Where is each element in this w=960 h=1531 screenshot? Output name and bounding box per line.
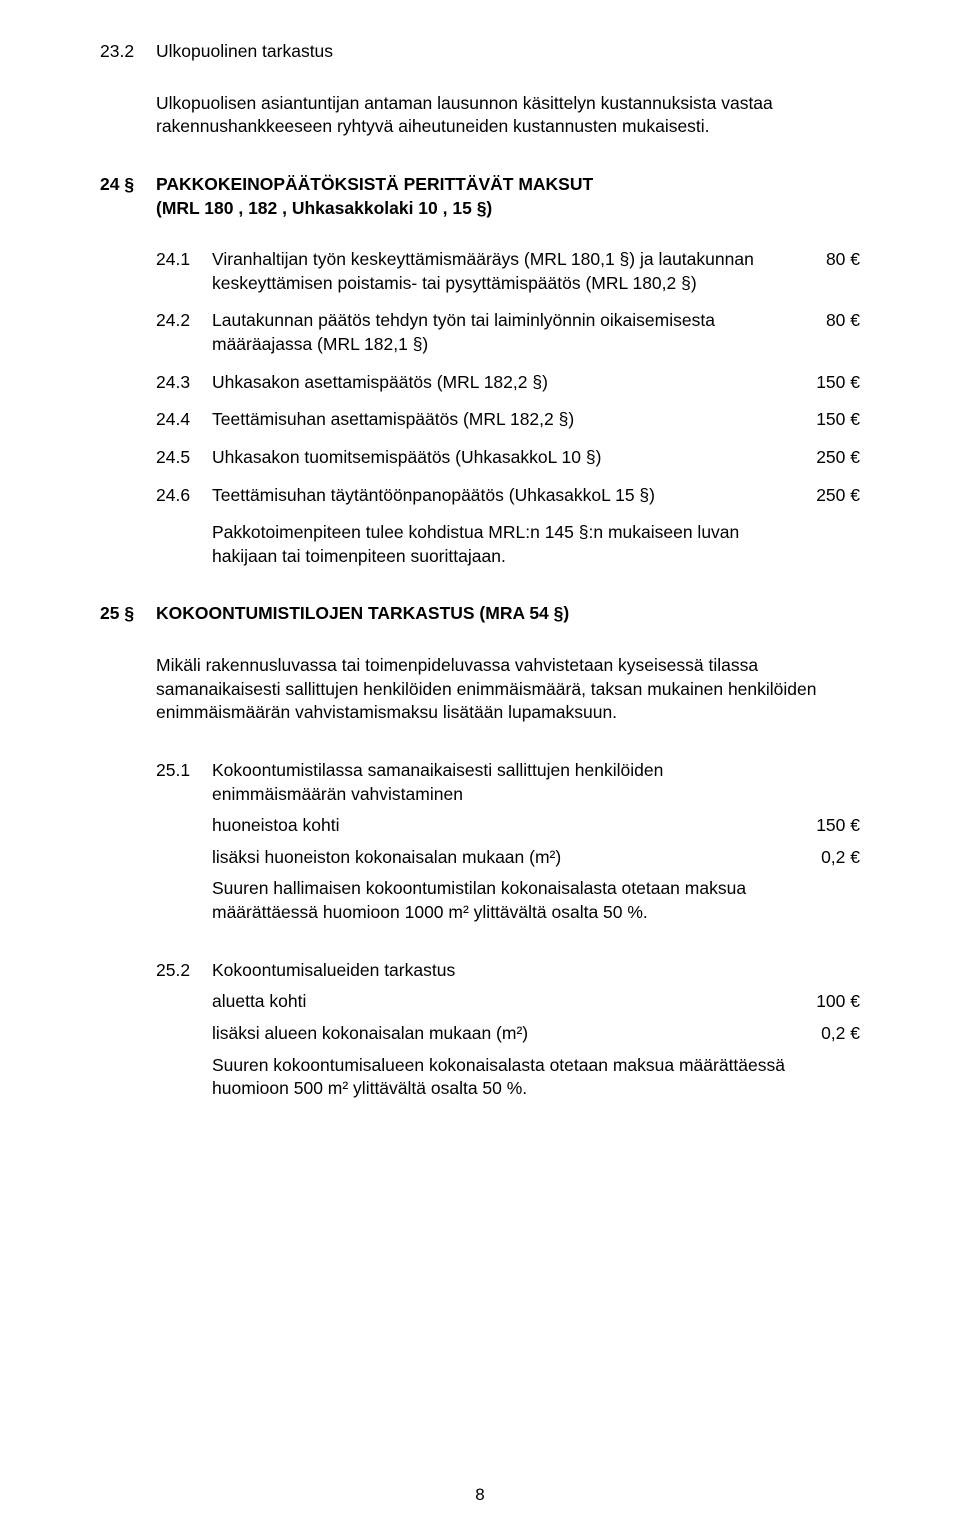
section-title: KOKOONTUMISTILOJEN TARKASTUS (MRA 54 §)	[156, 602, 860, 626]
item-text: Lautakunnan päätös tehdyn työn tai laimi…	[212, 309, 790, 356]
row-label: aluetta kohti	[212, 990, 790, 1014]
heading-line2: enimmäismäärän vahvistaminen	[212, 783, 860, 807]
item-text: Teettämisuhan asettamispäätös (MRL 182,2…	[212, 408, 790, 432]
section-title-line1: PAKKOKEINOPÄÄTÖKSISTÄ PERITTÄVÄT MAKSUT	[156, 173, 860, 197]
item-number: 25.2	[156, 959, 212, 983]
item-25-2-row2: lisäksi alueen kokonaisalan mukaan (m²) …	[156, 1022, 860, 1046]
item-amount: 150 €	[790, 371, 860, 395]
item-25-2: 25.2 Kokoontumisalueiden tarkastus aluet…	[100, 959, 860, 1101]
item-number: 24.4	[156, 408, 212, 432]
section-24-footer: Pakkotoimenpiteen tulee kohdistua MRL:n …	[156, 521, 860, 568]
item-amount: 80 €	[790, 248, 860, 272]
section-23-2-body: Ulkopuolisen asiantuntijan antaman lausu…	[100, 92, 860, 139]
item-number: 25.1	[156, 759, 212, 783]
row-amount: 0,2 €	[790, 1022, 860, 1046]
section-25-intro: Mikäli rakennusluvassa tai toimenpideluv…	[100, 654, 860, 725]
section-24-items: 24.1 Viranhaltijan työn keskeyttämismäär…	[100, 248, 860, 568]
item-number: 24.1	[156, 248, 212, 272]
item-text: Uhkasakon tuomitsemispäätös (UhkasakkoL …	[212, 446, 790, 470]
row-label: lisäksi huoneiston kokonaisalan mukaan (…	[212, 846, 790, 870]
section-25-heading: 25 § KOKOONTUMISTILOJEN TARKASTUS (MRA 5…	[100, 602, 860, 626]
item-number: 24.3	[156, 371, 212, 395]
row-label: huoneistoa kohti	[212, 814, 790, 838]
item-24-5: 24.5 Uhkasakon tuomitsemispäätös (Uhkasa…	[156, 446, 860, 470]
heading-line1: Kokoontumistilassa samanaikaisesti salli…	[212, 759, 860, 783]
item-number: 24.6	[156, 484, 212, 508]
item-amount: 80 €	[790, 309, 860, 333]
item-24-1: 24.1 Viranhaltijan työn keskeyttämismäär…	[156, 248, 860, 295]
section-title: Ulkopuolinen tarkastus	[156, 40, 860, 64]
item-amount: 150 €	[790, 408, 860, 432]
item-25-1-heading: 25.1 Kokoontumistilassa samanaikaisesti …	[156, 759, 860, 806]
item-25-2-row1: aluetta kohti 100 €	[156, 990, 860, 1014]
item-25-1-row1: huoneistoa kohti 150 €	[156, 814, 860, 838]
row-amount: 0,2 €	[790, 846, 860, 870]
item-25-2-note: Suuren kokoontumisalueen kokonaisalasta …	[156, 1054, 860, 1101]
document-page: 23.2 Ulkopuolinen tarkastus Ulkopuolisen…	[0, 0, 960, 1531]
footer-text: Pakkotoimenpiteen tulee kohdistua MRL:n …	[212, 521, 790, 568]
item-text: Viranhaltijan työn keskeyttämismääräys (…	[212, 248, 790, 295]
item-25-1: 25.1 Kokoontumistilassa samanaikaisesti …	[100, 759, 860, 925]
row-amount: 150 €	[790, 814, 860, 838]
item-number: 24.5	[156, 446, 212, 470]
item-text: Kokoontumisalueiden tarkastus	[212, 959, 860, 983]
item-text: Kokoontumistilassa samanaikaisesti salli…	[212, 759, 860, 806]
section-number: 24 §	[100, 173, 156, 197]
row-amount: 100 €	[790, 990, 860, 1014]
item-24-4: 24.4 Teettämisuhan asettamispäätös (MRL …	[156, 408, 860, 432]
item-text: Uhkasakon asettamispäätös (MRL 182,2 §)	[212, 371, 790, 395]
item-amount: 250 €	[790, 446, 860, 470]
section-title-line2: (MRL 180 , 182 , Uhkasakkolaki 10 , 15 §…	[156, 197, 860, 221]
item-amount: 250 €	[790, 484, 860, 508]
section-23-2-heading: 23.2 Ulkopuolinen tarkastus	[100, 40, 860, 64]
row-label: lisäksi alueen kokonaisalan mukaan (m²)	[212, 1022, 790, 1046]
note-text: Suuren hallimaisen kokoontumistilan koko…	[212, 877, 790, 924]
item-text: Teettämisuhan täytäntöönpanopäätös (Uhka…	[212, 484, 790, 508]
item-24-2: 24.2 Lautakunnan päätös tehdyn työn tai …	[156, 309, 860, 356]
item-25-1-row2: lisäksi huoneiston kokonaisalan mukaan (…	[156, 846, 860, 870]
item-24-6: 24.6 Teettämisuhan täytäntöönpanopäätös …	[156, 484, 860, 508]
page-number: 8	[0, 1484, 960, 1507]
section-number: 23.2	[100, 40, 156, 64]
section-24-heading: 24 § PAKKOKEINOPÄÄTÖKSISTÄ PERITTÄVÄT MA…	[100, 173, 860, 220]
item-25-1-note: Suuren hallimaisen kokoontumistilan koko…	[156, 877, 860, 924]
item-25-2-heading: 25.2 Kokoontumisalueiden tarkastus	[156, 959, 860, 983]
section-title: PAKKOKEINOPÄÄTÖKSISTÄ PERITTÄVÄT MAKSUT …	[156, 173, 860, 220]
item-number: 24.2	[156, 309, 212, 333]
section-number: 25 §	[100, 602, 156, 626]
item-24-3: 24.3 Uhkasakon asettamispäätös (MRL 182,…	[156, 371, 860, 395]
note-text: Suuren kokoontumisalueen kokonaisalasta …	[212, 1054, 790, 1101]
